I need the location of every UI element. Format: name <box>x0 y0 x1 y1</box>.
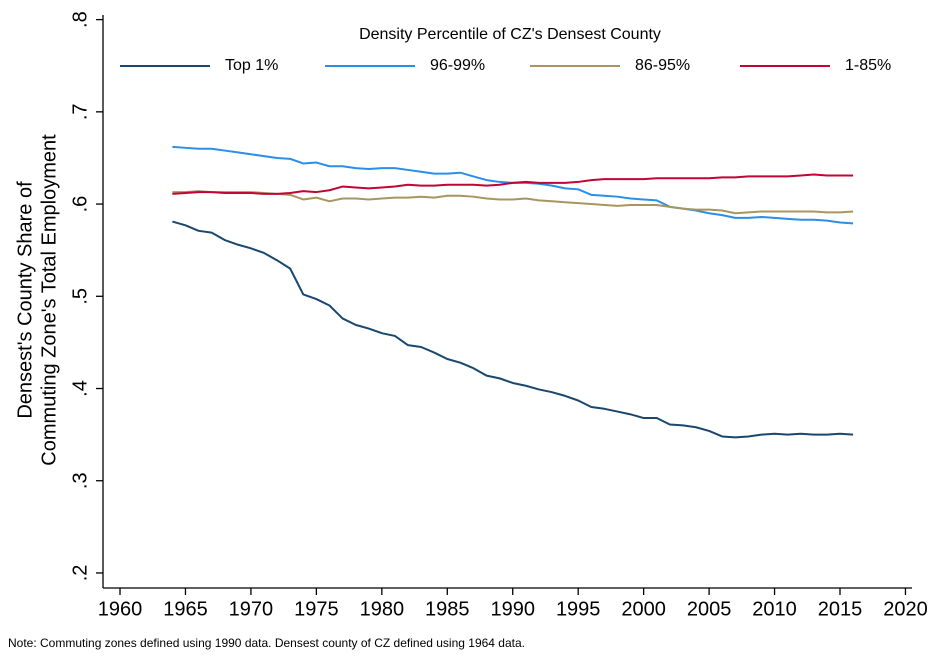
series-line <box>172 173 854 195</box>
x-tick-label: 2005 <box>687 598 732 620</box>
x-tick-label: 1970 <box>229 598 274 620</box>
x-tick-label: 1965 <box>163 598 208 620</box>
note: Note: Commuting zones defined using 1990… <box>8 636 525 650</box>
x-tick-label: 1985 <box>425 598 470 620</box>
series-line <box>172 220 854 439</box>
x-tick-label: 1980 <box>360 598 405 620</box>
y-tick-label: .2 <box>69 565 91 582</box>
x-tick-label: 2010 <box>752 598 797 620</box>
y-tick-label: .5 <box>69 288 91 305</box>
x-tick-label: 1975 <box>294 598 339 620</box>
legend-label: 86-95% <box>635 57 690 74</box>
y-tick-label: .8 <box>69 11 91 28</box>
y-tick-label: .7 <box>69 103 91 120</box>
x-tick-label: 1960 <box>98 598 143 620</box>
x-tick-label: 1995 <box>556 598 601 620</box>
y-tick-label: .4 <box>69 380 91 397</box>
y-axis-title: Densest's County Share of <box>14 181 36 419</box>
legend-label: 1-85% <box>845 57 891 74</box>
x-tick-label: 2020 <box>883 598 928 620</box>
legend-label: Top 1% <box>225 57 278 74</box>
y-axis-title: Commuting Zone's Total Employment <box>38 134 60 466</box>
x-tick-label: 2000 <box>621 598 666 620</box>
x-tick-label: 1990 <box>490 598 535 620</box>
y-tick-label: .3 <box>69 472 91 489</box>
y-tick-label: .6 <box>69 196 91 213</box>
series-line <box>172 190 854 215</box>
legend-title: Density Percentile of CZ's Densest Count… <box>359 26 661 43</box>
x-tick-label: 2015 <box>818 598 863 620</box>
legend-label: 96-99% <box>430 57 485 74</box>
